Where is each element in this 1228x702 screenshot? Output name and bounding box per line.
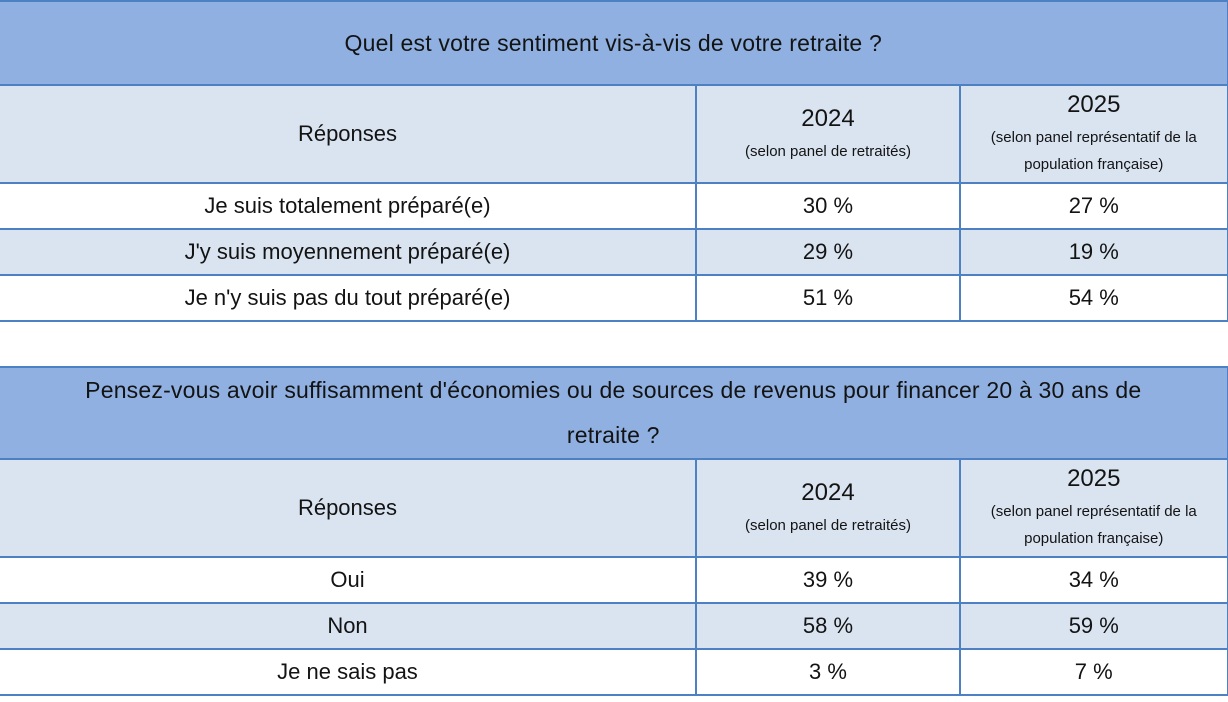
value-2025: 7 % [958, 648, 1228, 696]
year-label-2025: 2025 [1067, 465, 1121, 492]
column-header-2024: 2024 (selon panel de retraités) [695, 84, 961, 184]
panel-note-2025: (selon panel représentatif de la populat… [990, 503, 1197, 547]
tables-gap [0, 322, 1228, 366]
value-2024: 51 % [695, 274, 961, 322]
answer-label: Oui [0, 556, 697, 604]
table-row: Je n'y suis pas du tout préparé(e) 51 % … [0, 274, 1228, 322]
column-header-2024: 2024 (selon panel de retraités) [695, 458, 961, 558]
panel-note-2024: (selon panel de retraités) [745, 142, 911, 160]
table-row: Je ne sais pas 3 % 7 % [0, 648, 1228, 696]
value-2024: 3 % [695, 648, 961, 696]
table-row: Non 58 % 59 % [0, 602, 1228, 650]
value-2024: 58 % [695, 602, 961, 650]
table-header-row: Réponses 2024 (selon panel de retraités)… [0, 84, 1228, 184]
panel-note-2025: (selon panel représentatif de la populat… [990, 129, 1197, 173]
table-title: Quel est votre sentiment vis-à-vis de vo… [0, 0, 1228, 86]
table-title-text: Quel est votre sentiment vis-à-vis de vo… [344, 29, 882, 56]
column-header-responses: Réponses [0, 84, 697, 184]
table-row: Je suis totalement préparé(e) 30 % 27 % [0, 182, 1228, 230]
year-label-2024: 2024 [801, 478, 855, 506]
value-2025: 19 % [958, 228, 1228, 276]
table-title: Pensez-vous avoir suffisamment d'économi… [0, 366, 1228, 460]
table-row: J'y suis moyennement préparé(e) 29 % 19 … [0, 228, 1228, 276]
year-label-2024: 2024 [801, 104, 855, 132]
table-header-row: Réponses 2024 (selon panel de retraités)… [0, 458, 1228, 558]
answer-label: J'y suis moyennement préparé(e) [0, 228, 697, 276]
table-title-text: Pensez-vous avoir suffisamment d'économi… [85, 377, 1142, 448]
value-2025: 54 % [958, 274, 1228, 322]
table-row: Oui 39 % 34 % [0, 556, 1228, 604]
panel-note-2024: (selon panel de retraités) [745, 516, 911, 534]
year-label-2025: 2025 [1067, 91, 1121, 118]
value-2024: 39 % [695, 556, 961, 604]
table-title-row: Quel est votre sentiment vis-à-vis de vo… [0, 0, 1228, 86]
answer-label: Non [0, 602, 697, 650]
value-2024: 29 % [695, 228, 961, 276]
value-2025: 27 % [958, 182, 1228, 230]
value-2024: 30 % [695, 182, 961, 230]
survey-table-retirement-savings: Pensez-vous avoir suffisamment d'économi… [0, 366, 1228, 696]
column-header-responses: Réponses [0, 458, 697, 558]
value-2025: 59 % [958, 602, 1228, 650]
answer-label: Je ne sais pas [0, 648, 697, 696]
column-header-2025: 2025 (selon panel représentatif de la po… [958, 84, 1228, 184]
answer-label: Je suis totalement préparé(e) [0, 182, 697, 230]
value-2025: 34 % [958, 556, 1228, 604]
column-header-2025: 2025 (selon panel représentatif de la po… [958, 458, 1228, 558]
survey-table-retirement-sentiment: Quel est votre sentiment vis-à-vis de vo… [0, 0, 1228, 322]
table-title-row: Pensez-vous avoir suffisamment d'économi… [0, 366, 1228, 460]
answer-label: Je n'y suis pas du tout préparé(e) [0, 274, 697, 322]
